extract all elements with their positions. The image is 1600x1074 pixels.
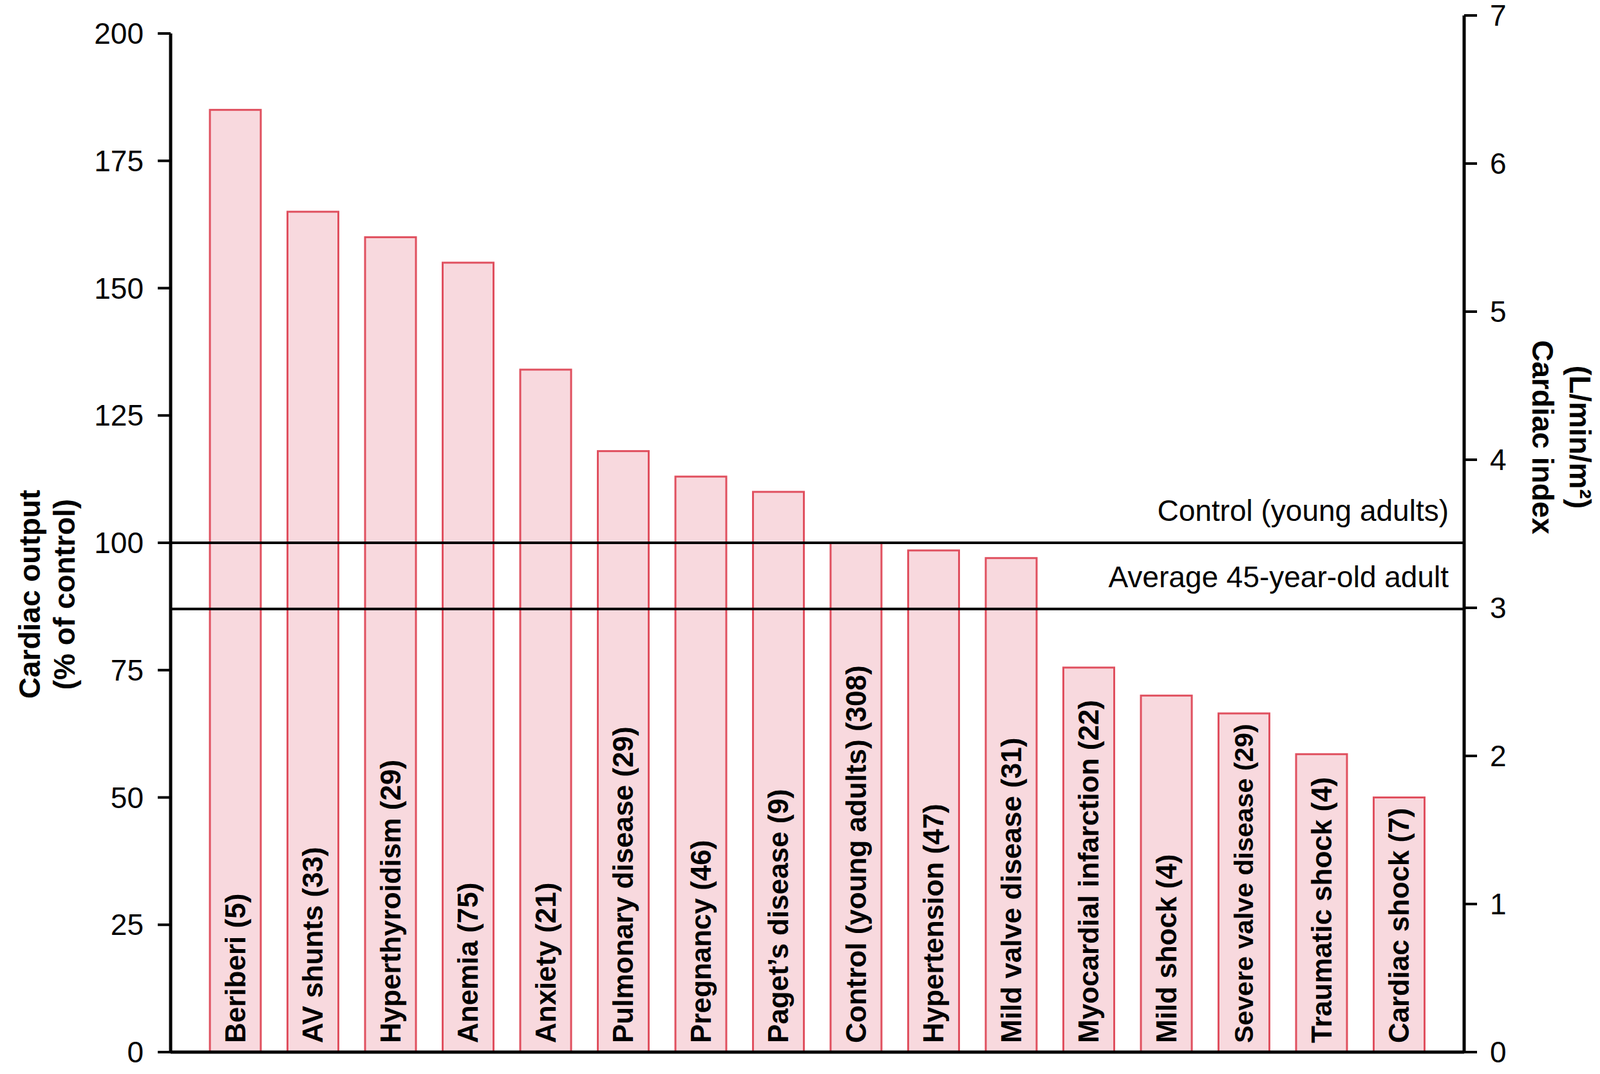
category-label: Cardiac shock (7) xyxy=(1383,808,1415,1044)
bar xyxy=(442,262,494,1053)
bar xyxy=(985,558,1037,1053)
category-label: Beriberi (5) xyxy=(219,893,252,1044)
bar xyxy=(1296,753,1347,1053)
chart: Beriberi (5) AV shunts (33) Hyperthyroidis… xyxy=(0,0,1600,1074)
y2-tick xyxy=(1464,14,1478,17)
y2-tick-label: 0 xyxy=(1489,1035,1507,1069)
y2-tick xyxy=(1464,902,1478,906)
category-label: Pregnancy (46) xyxy=(685,840,717,1044)
y2-tick xyxy=(1464,754,1478,758)
y-tick-label: 0 xyxy=(126,1035,144,1069)
category-label: Traumatic shock (4) xyxy=(1305,777,1338,1044)
reference-lines: Control (young adults) Average 45-year-ol… xyxy=(170,493,1465,610)
y-axis-title: Cardiac output(% of control) xyxy=(12,489,82,700)
y-tick xyxy=(157,287,171,290)
bar xyxy=(675,476,727,1053)
bar xyxy=(830,542,882,1053)
category-label: Anxiety (21) xyxy=(529,882,562,1044)
category-label: Pulmonary disease (29) xyxy=(607,726,639,1044)
bar xyxy=(1218,713,1270,1053)
category-label: Hyperthyroidism (29) xyxy=(374,759,407,1044)
y-tick xyxy=(157,414,171,417)
category-label: Myocardial infarction (22) xyxy=(1072,699,1105,1044)
y-tick xyxy=(157,923,171,926)
bar xyxy=(753,491,805,1053)
category-label: Anemia (75) xyxy=(451,882,484,1044)
bar xyxy=(598,451,650,1053)
y2-tick-label: 1 xyxy=(1489,887,1507,921)
reference-line xyxy=(170,541,1465,545)
category-label: Severe valve disease (29) xyxy=(1229,723,1259,1044)
y-tick xyxy=(157,159,171,163)
y-tick-label: 200 xyxy=(94,16,144,51)
y2-tick xyxy=(1464,606,1478,610)
bar xyxy=(1063,667,1115,1053)
y-tick xyxy=(157,32,171,35)
y-tick-label: 100 xyxy=(94,526,144,560)
y-tick xyxy=(157,796,171,800)
category-label: Control (young adults) (308) xyxy=(840,665,872,1044)
y2-axis-title: Cardiac index(L/min/m²) xyxy=(1525,339,1597,535)
y-tick-label: 125 xyxy=(94,398,144,433)
y-tick xyxy=(157,541,171,545)
annotation: Average 45-year-old adult xyxy=(1108,560,1450,594)
y2-tick-label: 5 xyxy=(1489,294,1507,329)
y2-tick-label: 2 xyxy=(1489,739,1507,773)
y2-tick xyxy=(1464,1050,1478,1054)
bar xyxy=(287,211,339,1053)
category-label: Mild valve disease (31) xyxy=(995,737,1027,1044)
annotation: Control (young adults) xyxy=(1157,493,1449,528)
y-tick-label: 25 xyxy=(110,907,144,942)
category-label: Paget’s disease (9) xyxy=(762,788,794,1044)
y2-axis-line xyxy=(1462,15,1467,1053)
y-tick-label: 75 xyxy=(110,653,144,688)
category-label: Mild shock (4) xyxy=(1150,854,1183,1044)
y2-tick xyxy=(1464,162,1478,165)
y2-tick-label: 7 xyxy=(1489,0,1507,33)
y-tick xyxy=(157,668,171,672)
y-tick-label: 175 xyxy=(94,144,144,178)
y-tick xyxy=(157,1050,171,1054)
y-tick-label: 150 xyxy=(94,271,144,306)
y2-tick-label: 3 xyxy=(1489,591,1507,625)
bar xyxy=(908,550,960,1053)
bar xyxy=(1374,797,1425,1053)
y2-tick-label: 6 xyxy=(1489,146,1507,181)
y-tick-label: 50 xyxy=(110,781,144,815)
bar xyxy=(209,110,261,1053)
category-label: Hypertension (47) xyxy=(917,803,950,1044)
y2-tick-label: 4 xyxy=(1489,442,1507,477)
y2-tick xyxy=(1464,310,1478,313)
bar xyxy=(520,369,572,1053)
axes: 0 25 50 75 100 125 150 175 200 0 1 2 3 4 5 6 7 xyxy=(94,0,1506,1069)
bar xyxy=(1140,695,1192,1053)
category-labels: Beriberi (5) AV shunts (33) Hyperthyroidis… xyxy=(219,665,1416,1044)
y2-tick xyxy=(1464,458,1478,462)
x-axis-line xyxy=(170,1050,1465,1055)
category-label: AV shunts (33) xyxy=(296,846,329,1044)
bar xyxy=(365,236,416,1053)
reference-line xyxy=(170,607,1465,611)
